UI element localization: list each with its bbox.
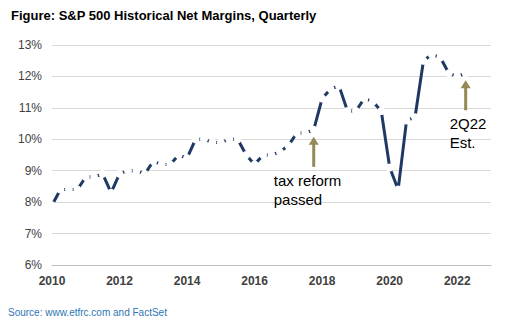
svg-text:2022: 2022 [444,274,471,288]
svg-text:2016: 2016 [241,274,268,288]
svg-text:tax reform: tax reform [274,172,342,189]
svg-text:Source: www.etfrc.com and Fact: Source: www.etfrc.com and FactSet [8,307,167,318]
svg-text:11%: 11% [19,101,42,115]
svg-text:Figure: S&P 500 Historical Net: Figure: S&P 500 Historical Net Margins, … [11,8,317,23]
svg-text:2018: 2018 [309,274,336,288]
svg-text:2012: 2012 [106,274,133,288]
svg-text:6%: 6% [25,258,43,272]
svg-text:12%: 12% [18,69,42,83]
svg-text:8%: 8% [25,195,43,209]
svg-text:13%: 13% [18,38,42,52]
svg-text:9%: 9% [25,164,43,178]
svg-text:2014: 2014 [174,274,201,288]
svg-text:passed: passed [274,191,322,208]
svg-text:2020: 2020 [376,274,403,288]
svg-text:2Q22: 2Q22 [450,115,487,132]
svg-text:2010: 2010 [39,274,66,288]
svg-text:10%: 10% [18,132,42,146]
svg-text:Est.: Est. [450,134,476,151]
svg-text:7%: 7% [25,227,43,241]
